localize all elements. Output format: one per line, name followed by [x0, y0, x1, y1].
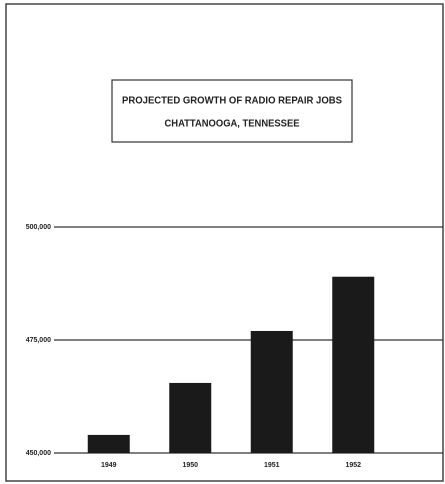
y-tick-label: 500,000 — [26, 224, 51, 231]
title-box — [111, 79, 353, 143]
chart-subtitle: CHATTANOOGA, TENNESSEE — [165, 119, 300, 130]
chart-title: PROJECTED GROWTH OF RADIO REPAIR JOBS — [122, 96, 342, 107]
x-tick-label: 1951 — [264, 462, 280, 469]
x-tick-label: 1950 — [182, 462, 198, 469]
y-tick-label: 450,000 — [26, 450, 51, 457]
y-tick-label: 475,000 — [26, 337, 51, 344]
bar — [87, 434, 130, 453]
bar — [169, 382, 212, 453]
x-tick-label: 1949 — [101, 462, 117, 469]
bar — [332, 276, 375, 453]
x-tick-label: 1952 — [345, 462, 361, 469]
frame — [5, 3, 444, 482]
bar — [250, 330, 293, 453]
